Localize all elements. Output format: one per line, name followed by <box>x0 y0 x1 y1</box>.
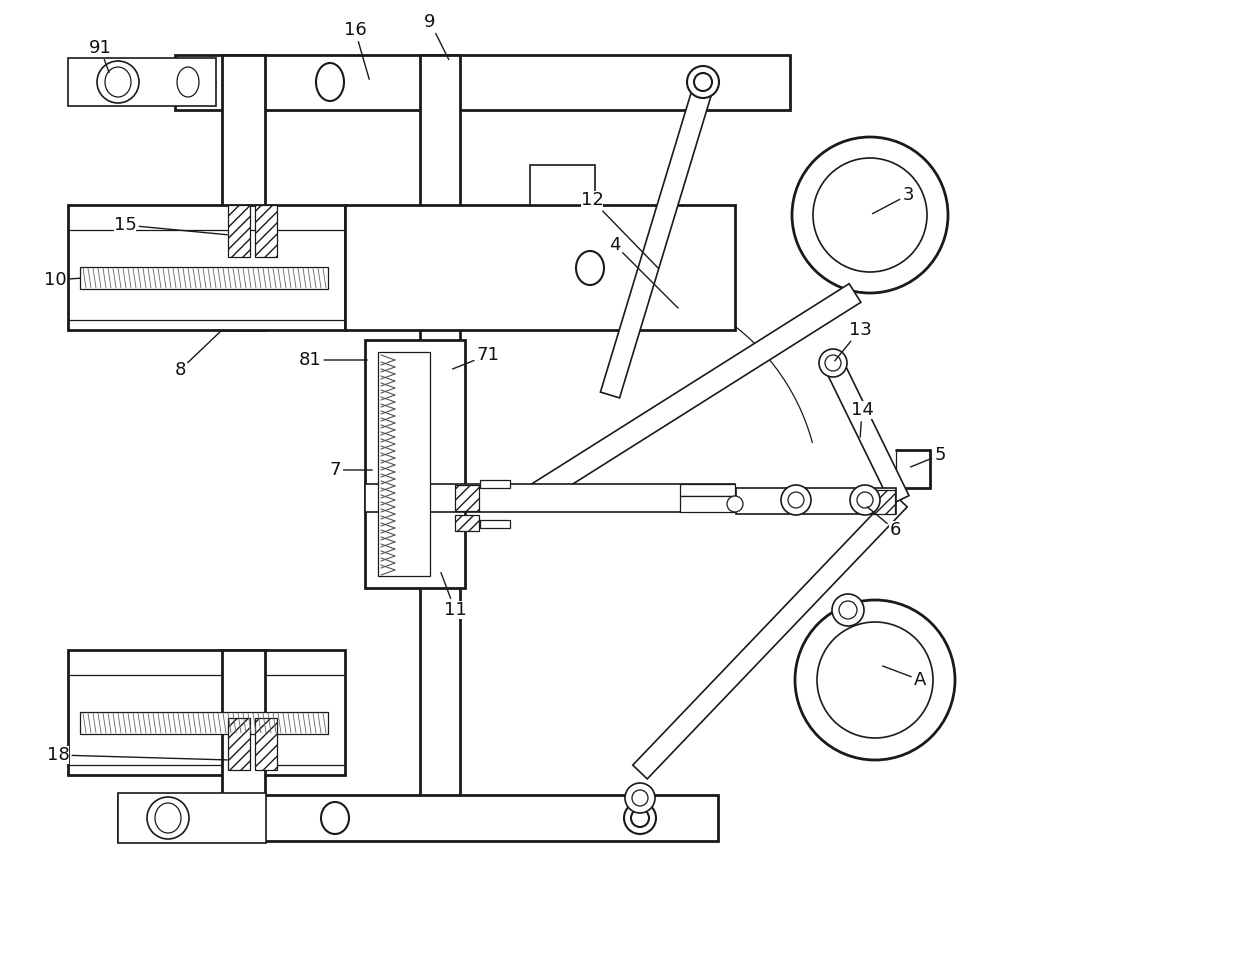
Circle shape <box>694 73 712 91</box>
Circle shape <box>825 355 841 371</box>
Bar <box>81 267 329 289</box>
Polygon shape <box>600 86 713 398</box>
Circle shape <box>781 485 811 515</box>
Text: 14: 14 <box>851 401 873 437</box>
Text: 16: 16 <box>343 21 370 80</box>
Ellipse shape <box>105 67 131 97</box>
Bar <box>420 55 460 815</box>
Bar <box>68 205 345 330</box>
Circle shape <box>687 66 719 98</box>
Bar <box>378 352 430 576</box>
Bar <box>118 795 718 841</box>
Bar <box>737 488 897 514</box>
Text: 6: 6 <box>867 506 900 539</box>
Ellipse shape <box>177 67 198 97</box>
Text: 8: 8 <box>175 332 219 379</box>
Text: 91: 91 <box>88 39 112 72</box>
Bar <box>365 340 465 588</box>
Bar <box>68 58 216 106</box>
Polygon shape <box>525 283 861 507</box>
Text: 11: 11 <box>441 573 466 619</box>
Circle shape <box>631 809 649 827</box>
Bar <box>175 55 790 110</box>
Text: 9: 9 <box>424 13 449 60</box>
Circle shape <box>624 802 656 834</box>
Bar <box>81 712 329 734</box>
Bar <box>228 718 250 770</box>
Bar <box>255 205 277 257</box>
Circle shape <box>832 594 864 626</box>
Circle shape <box>817 622 932 738</box>
Ellipse shape <box>577 251 604 285</box>
Bar <box>529 165 595 205</box>
Bar <box>680 496 735 512</box>
Circle shape <box>839 601 857 619</box>
Ellipse shape <box>316 63 343 101</box>
Bar <box>455 485 479 511</box>
Circle shape <box>625 783 655 813</box>
Bar <box>118 793 267 843</box>
Circle shape <box>818 349 847 377</box>
Ellipse shape <box>148 797 188 839</box>
Text: 4: 4 <box>609 236 678 308</box>
Text: 3: 3 <box>873 186 914 213</box>
Text: A: A <box>883 666 926 689</box>
Ellipse shape <box>97 61 139 103</box>
Circle shape <box>849 485 880 515</box>
Bar <box>365 484 735 512</box>
Circle shape <box>857 492 873 508</box>
Circle shape <box>795 600 955 760</box>
Text: 18: 18 <box>47 746 227 764</box>
Circle shape <box>727 496 743 512</box>
Ellipse shape <box>155 803 181 833</box>
Bar <box>222 650 265 795</box>
Polygon shape <box>825 358 909 505</box>
Bar <box>480 480 510 488</box>
Bar <box>228 205 250 257</box>
Text: 13: 13 <box>835 321 872 360</box>
Bar <box>255 718 277 770</box>
Text: 71: 71 <box>453 346 500 369</box>
Text: 15: 15 <box>114 216 227 234</box>
Text: 10: 10 <box>43 271 81 289</box>
Bar <box>873 490 895 514</box>
Bar <box>680 484 735 496</box>
Bar <box>222 55 265 330</box>
Polygon shape <box>632 493 908 779</box>
Bar <box>68 650 345 775</box>
Text: 5: 5 <box>910 446 946 467</box>
Text: 81: 81 <box>299 351 367 369</box>
Bar <box>345 205 735 330</box>
Circle shape <box>813 158 928 272</box>
Text: 12: 12 <box>580 191 658 268</box>
Circle shape <box>787 492 804 508</box>
Circle shape <box>792 137 949 293</box>
Bar <box>455 515 479 531</box>
Circle shape <box>632 790 649 806</box>
Ellipse shape <box>321 802 348 834</box>
Bar <box>480 520 510 528</box>
Text: 7: 7 <box>330 461 372 479</box>
